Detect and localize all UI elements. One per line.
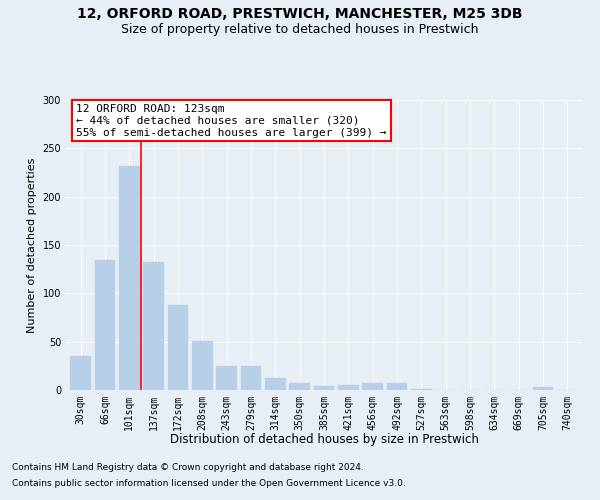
Bar	[241, 366, 262, 390]
Bar	[314, 386, 334, 390]
Bar	[167, 305, 188, 390]
Bar	[143, 262, 164, 390]
Text: 12, ORFORD ROAD, PRESTWICH, MANCHESTER, M25 3DB: 12, ORFORD ROAD, PRESTWICH, MANCHESTER, …	[77, 8, 523, 22]
Bar	[216, 366, 237, 390]
Bar	[70, 356, 91, 390]
Y-axis label: Number of detached properties: Number of detached properties	[27, 158, 37, 332]
Bar	[289, 383, 310, 390]
Bar	[265, 378, 286, 390]
Text: Contains HM Land Registry data © Crown copyright and database right 2024.: Contains HM Land Registry data © Crown c…	[12, 464, 364, 472]
Bar	[119, 166, 140, 390]
Text: 12 ORFORD ROAD: 123sqm
← 44% of detached houses are smaller (320)
55% of semi-de: 12 ORFORD ROAD: 123sqm ← 44% of detached…	[76, 104, 387, 138]
Bar	[386, 383, 407, 390]
Text: Distribution of detached houses by size in Prestwich: Distribution of detached houses by size …	[170, 432, 478, 446]
Bar	[95, 260, 115, 390]
Bar	[192, 340, 212, 390]
Bar	[411, 389, 432, 390]
Bar	[362, 383, 383, 390]
Bar	[338, 385, 359, 390]
Text: Contains public sector information licensed under the Open Government Licence v3: Contains public sector information licen…	[12, 478, 406, 488]
Bar	[533, 387, 553, 390]
Text: Size of property relative to detached houses in Prestwich: Size of property relative to detached ho…	[121, 22, 479, 36]
